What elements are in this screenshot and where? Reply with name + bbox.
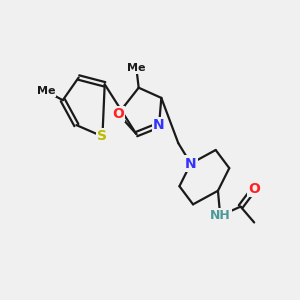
Text: O: O [248, 182, 260, 196]
Text: S: S [98, 129, 107, 143]
Text: O: O [112, 107, 124, 121]
Text: N: N [185, 157, 196, 171]
Text: NH: NH [210, 209, 231, 222]
Text: Me: Me [127, 64, 146, 74]
Text: N: N [153, 118, 165, 132]
Text: Me: Me [37, 86, 55, 96]
